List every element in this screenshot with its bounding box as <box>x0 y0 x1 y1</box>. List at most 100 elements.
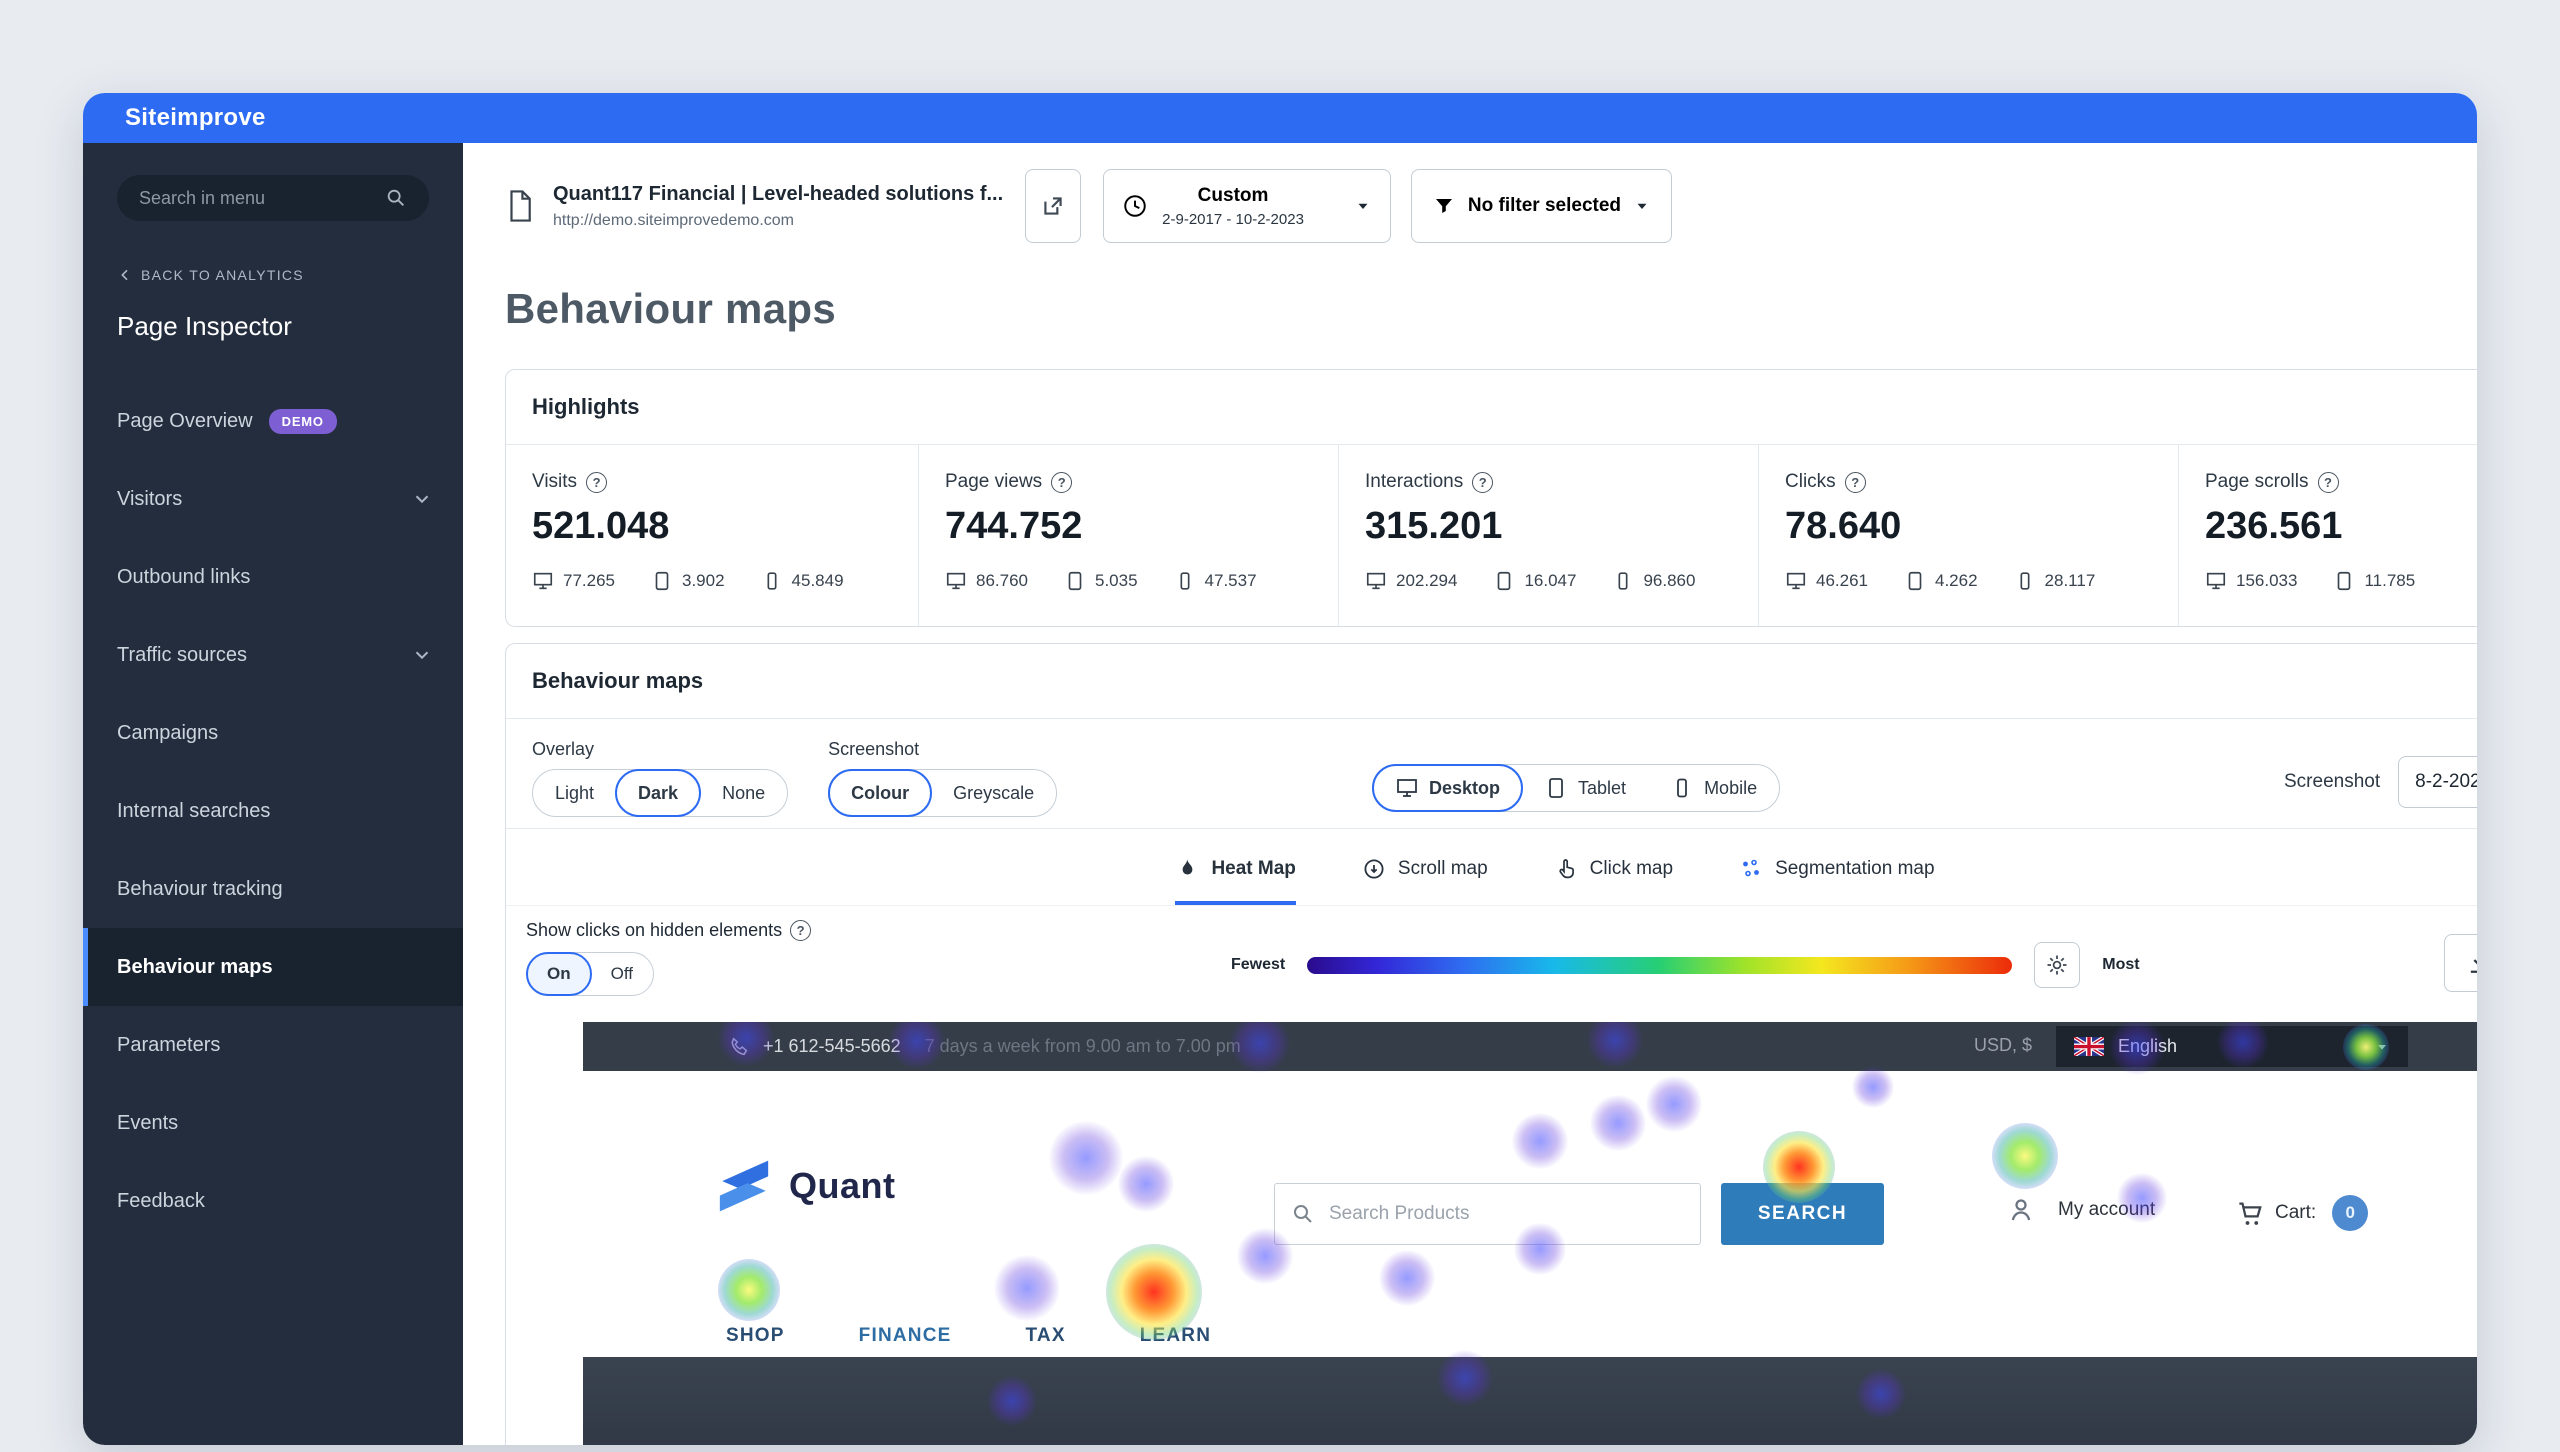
clock-icon <box>1122 193 1148 219</box>
site-account[interactable]: My account <box>2006 1195 2155 1225</box>
app-window: Siteimprove BACK TO ANALYTICS Page Inspe… <box>83 93 2477 1445</box>
back-link-label: BACK TO ANALYTICS <box>141 267 304 283</box>
screenshot-segmented-control: Colour Greyscale <box>828 769 1058 817</box>
mobile-icon <box>2014 570 2036 592</box>
quant-logo-icon <box>715 1157 773 1215</box>
desktop-icon <box>1365 570 1387 592</box>
help-icon[interactable] <box>1472 471 1494 493</box>
click-icon <box>1554 857 1578 881</box>
sidebar-item-campaigns[interactable]: Campaigns <box>83 694 463 772</box>
sidebar-item-outbound-links[interactable]: Outbound links <box>83 538 463 616</box>
site-search-button[interactable]: SEARCH <box>1721 1183 1884 1245</box>
sidebar-item-parameters[interactable]: Parameters <box>83 1006 463 1084</box>
site-currency[interactable]: USD, $ <box>1974 1035 2033 1055</box>
external-link-icon <box>1040 193 1066 219</box>
toggle-option-off[interactable]: Off <box>610 964 633 983</box>
site-language-selector[interactable]: English <box>2056 1026 2408 1067</box>
overlay-option-light[interactable]: Light <box>555 782 595 803</box>
sidebar-item-behaviour-maps[interactable]: Behaviour maps <box>83 928 463 1006</box>
device-option-desktop[interactable]: Desktop <box>1372 764 1524 812</box>
metric-label: Visits <box>532 471 578 492</box>
filter-label: No filter selected <box>1467 195 1622 216</box>
site-search[interactable] <box>1274 1183 1701 1245</box>
site-phone: +1 612-545-5662 7 days a week from 9.00 … <box>729 1036 1241 1058</box>
tablet-icon <box>1064 570 1086 592</box>
download-button[interactable] <box>2444 934 2477 992</box>
metric-page-views: Page views 744.752 86.760 5.035 47.537 <box>918 445 1338 626</box>
inspected-page-title: Quant117 Financial | Level-headed soluti… <box>553 182 1004 205</box>
site-hours: 7 days a week from 9.00 am to 7.00 pm <box>924 1036 1241 1056</box>
overlay-segmented-control: Light Dark None <box>532 769 789 817</box>
tab-heat-map[interactable]: Heat Map <box>1175 857 1296 905</box>
site-search-input[interactable] <box>1329 1203 1684 1225</box>
site-nav-shop[interactable]: SHOP <box>726 1325 785 1346</box>
metric-label: Clicks <box>1785 471 1836 492</box>
sidebar-search-input[interactable] <box>139 187 385 209</box>
sidebar-item-label: Behaviour maps <box>117 955 273 978</box>
site-nav-learn[interactable]: LEARN <box>1139 1325 1212 1346</box>
help-icon[interactable] <box>1051 471 1073 493</box>
behaviour-maps-card: Behaviour maps Overlay Light Dark None S… <box>505 643 2477 1445</box>
sidebar-item-visitors[interactable]: Visitors <box>83 460 463 538</box>
toggle-option-on[interactable]: On <box>526 952 592 996</box>
heat-gradient-bar <box>1307 956 2013 974</box>
metric-label: Interactions <box>1365 471 1464 492</box>
hidden-clicks-label: Show clicks on hidden elements <box>526 920 783 940</box>
search-icon <box>385 187 407 209</box>
screenshot-option-greyscale[interactable]: Greyscale <box>953 782 1035 803</box>
help-icon[interactable] <box>586 471 608 493</box>
sidebar-search[interactable] <box>117 175 429 221</box>
help-icon[interactable] <box>1844 471 1866 493</box>
site-cart-count: 0 <box>2332 1195 2369 1231</box>
tab-label: Click map <box>1589 858 1674 879</box>
site-nav-tax[interactable]: TAX <box>1025 1325 1066 1346</box>
site-cart[interactable]: Cart: 0 <box>2235 1195 2369 1231</box>
tab-click-map[interactable]: Click map <box>1554 857 1673 905</box>
sidebar-item-feedback[interactable]: Feedback <box>83 1162 463 1240</box>
open-page-button[interactable] <box>1025 169 1082 243</box>
device-option-label: Desktop <box>1429 777 1501 798</box>
cart-icon <box>2235 1198 2265 1228</box>
metric-visits: Visits 521.048 77.265 3.902 45.849 <box>506 445 918 626</box>
flame-icon <box>1175 857 1199 881</box>
device-option-label: Tablet <box>1578 777 1627 798</box>
screenshot-mode-control: Screenshot Colour Greyscale <box>828 739 1058 817</box>
site-logo[interactable]: Quant <box>715 1157 896 1215</box>
legend-settings-button[interactable] <box>2034 942 2081 988</box>
chevron-left-icon <box>117 267 133 283</box>
mobile-icon <box>1612 570 1634 592</box>
screenshot-date-select[interactable]: 8-2-2023 <box>2398 756 2477 808</box>
tab-segmentation-map[interactable]: Segmentation map <box>1739 857 1935 905</box>
back-to-analytics-link[interactable]: BACK TO ANALYTICS <box>117 267 429 283</box>
desktop-icon <box>1395 776 1419 800</box>
metric-mobile-value: 47.537 <box>1204 571 1257 590</box>
sidebar-item-traffic-sources[interactable]: Traffic sources <box>83 616 463 694</box>
site-account-label: My account <box>2058 1199 2156 1220</box>
tab-scroll-map[interactable]: Scroll map <box>1362 857 1488 905</box>
device-option-tablet[interactable]: Tablet <box>1521 764 1649 812</box>
sidebar-item-label: Feedback <box>117 1189 205 1212</box>
page-meta-header: Quant117 Financial | Level-headed soluti… <box>505 169 2477 243</box>
sidebar-menu: Page Overview DEMO Visitors Outbound lin… <box>83 382 463 1240</box>
sidebar-item-page-overview[interactable]: Page Overview DEMO <box>83 382 463 460</box>
site-hero-image <box>583 1357 2477 1445</box>
tablet-icon <box>1493 570 1515 592</box>
site-nav-finance[interactable]: FINANCE <box>858 1325 952 1346</box>
site-header: Quant SEARCH <box>583 1071 2477 1357</box>
sidebar: BACK TO ANALYTICS Page Inspector Page Ov… <box>83 143 463 1445</box>
date-range-picker[interactable]: Custom 2-9-2017 - 10-2-2023 <box>1103 169 1391 243</box>
sidebar-item-internal-searches[interactable]: Internal searches <box>83 772 463 850</box>
help-icon[interactable] <box>2317 471 2339 493</box>
sidebar-item-events[interactable]: Events <box>83 1084 463 1162</box>
screenshot-option-colour[interactable]: Colour <box>828 769 933 817</box>
overlay-option-dark[interactable]: Dark <box>615 769 702 817</box>
sidebar-item-behaviour-tracking[interactable]: Behaviour tracking <box>83 850 463 928</box>
help-icon[interactable] <box>790 920 812 941</box>
metric-value: 521.048 <box>532 505 670 547</box>
behaviour-maps-controls: Overlay Light Dark None Screenshot Colou… <box>506 719 2477 829</box>
filter-selector[interactable]: No filter selected <box>1410 169 1673 243</box>
overlay-option-none[interactable]: None <box>722 782 766 803</box>
device-option-mobile[interactable]: Mobile <box>1647 764 1780 812</box>
metric-tablet-value: 16.047 <box>1524 571 1577 590</box>
device-option-label: Mobile <box>1704 777 1758 798</box>
